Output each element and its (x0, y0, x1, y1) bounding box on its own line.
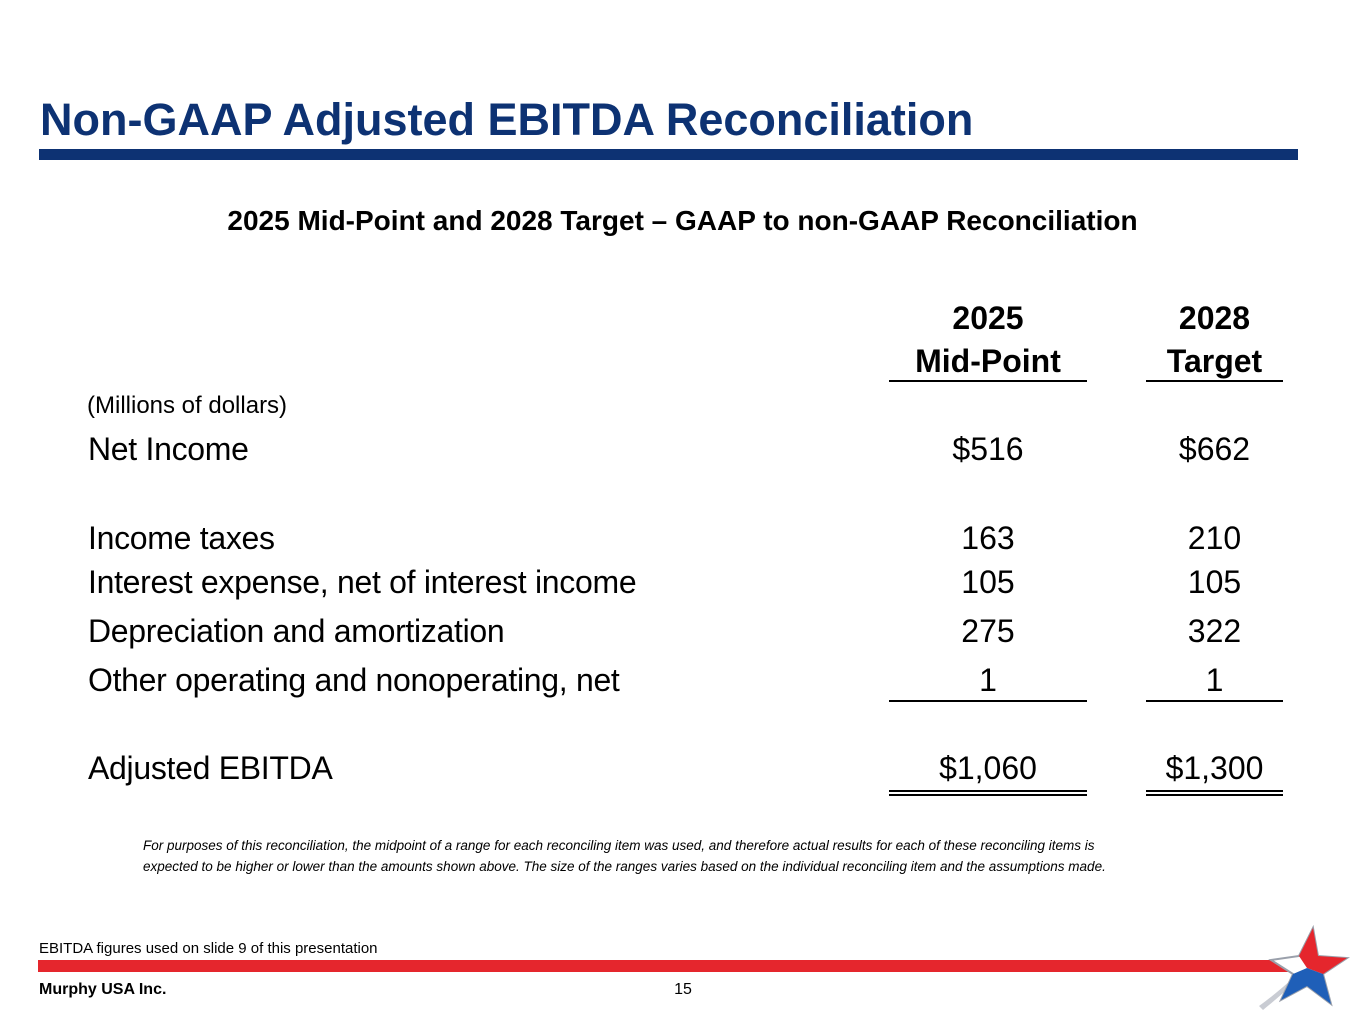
row-label-income-taxes: Income taxes (88, 520, 275, 556)
col-header-label-2028: Target (1166, 343, 1263, 379)
units-note: (Millions of dollars) (87, 392, 288, 419)
footer-divider (38, 960, 1300, 972)
reconciliation-note-line-1: For purposes of this reconciliation, the… (143, 838, 1095, 853)
title-divider (39, 149, 1298, 160)
row-label-interest-expense: Interest expense, net of interest income (88, 564, 637, 600)
value-depreciation-2025: 275 (961, 613, 1015, 649)
value-income-taxes-2028: 210 (1187, 520, 1242, 556)
col-header-underline (1146, 380, 1283, 382)
reconciliation-note-line-2: expected to be higher or lower than the … (143, 859, 1106, 874)
subtotal-underline (889, 700, 1087, 702)
subtotal-underline (1146, 700, 1283, 702)
table-subtitle: 2025 Mid-Point and 2028 Target – GAAP to… (227, 205, 1138, 236)
col-header-year-2028: 2028 (1178, 300, 1251, 336)
row-label-depreciation: Depreciation and amortization (88, 613, 505, 649)
total-double-underline (889, 790, 1087, 796)
page-title: Non-GAAP Adjusted EBITDA Reconciliation (40, 94, 974, 145)
murphy-usa-star-logo-icon (1259, 924, 1350, 1010)
value-interest-expense-2028: 105 (1187, 564, 1242, 600)
value-interest-expense-2025: 105 (961, 564, 1015, 600)
value-adjusted-ebitda-2028: $1,300 (1165, 750, 1264, 786)
value-adjusted-ebitda-2025: $1,060 (939, 750, 1037, 786)
row-label-adjusted-ebitda: Adjusted EBITDA (88, 750, 333, 786)
value-other-operating-2025: 1 (979, 662, 997, 698)
col-header-label-2025: Mid-Point (915, 343, 1061, 379)
col-header-underline (889, 380, 1087, 382)
total-double-underline (1146, 790, 1283, 796)
company-name: Murphy USA Inc. (39, 981, 167, 998)
value-income-taxes-2025: 163 (961, 520, 1015, 556)
value-net-income-2028: $662 (1178, 431, 1251, 467)
row-label-net-income: Net Income (88, 431, 249, 467)
value-other-operating-2028: 1 (1205, 662, 1224, 698)
logo-star-blue (1281, 968, 1331, 1004)
value-net-income-2025: $516 (952, 431, 1024, 467)
logo-star-red (1299, 928, 1347, 974)
row-label-other-operating: Other operating and nonoperating, net (88, 662, 620, 698)
page-number: 15 (674, 981, 692, 998)
col-header-year-2025: 2025 (952, 300, 1024, 336)
footnote: EBITDA figures used on slide 9 of this p… (39, 940, 378, 957)
value-depreciation-2028: 322 (1187, 613, 1242, 649)
